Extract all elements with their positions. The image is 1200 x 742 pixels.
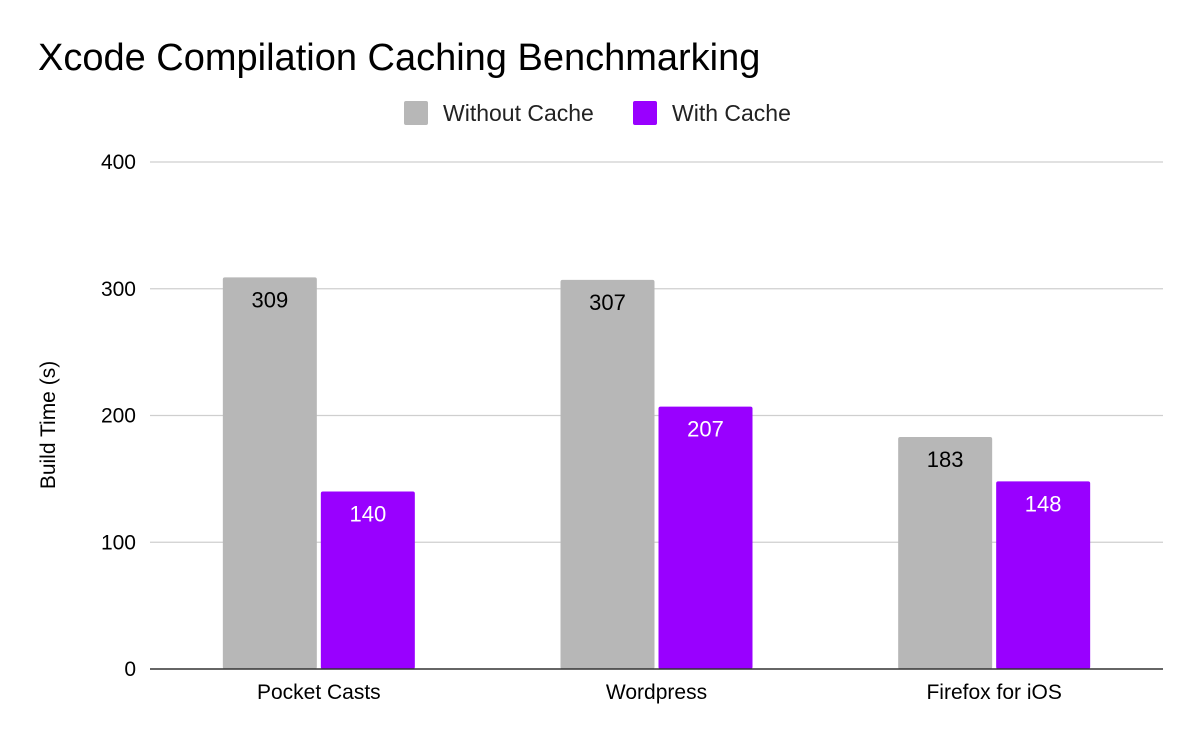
- y-tick-label: 400: [101, 151, 136, 174]
- bar-without-cache: [898, 437, 993, 669]
- bar-without-cache: [222, 277, 317, 669]
- data-label: 307: [589, 290, 626, 315]
- bar-with-cache: [996, 481, 1091, 669]
- data-labels: 309 140 307 207 183 148: [251, 287, 1061, 526]
- legend-label-with-cache: With Cache: [672, 100, 791, 126]
- bar-with-cache: [320, 491, 415, 669]
- y-tick-label: 0: [124, 658, 136, 681]
- legend-label-without-cache: Without Cache: [443, 100, 594, 126]
- chart-title: Xcode Compilation Caching Benchmarking: [38, 37, 760, 79]
- y-tick-label: 100: [101, 531, 136, 554]
- data-label: 207: [687, 417, 724, 442]
- x-category-label: Wordpress: [606, 681, 707, 704]
- x-axis-categories: Pocket Casts Wordpress Firefox for iOS: [257, 681, 1062, 704]
- data-label: 140: [349, 502, 386, 527]
- bar-without-cache: [560, 279, 655, 669]
- legend-swatch-with-cache: [633, 101, 657, 125]
- bar-with-cache: [658, 406, 753, 669]
- legend-swatch-without-cache: [404, 101, 428, 125]
- x-category-label: Firefox for iOS: [926, 681, 1061, 704]
- y-axis-title: Build Time (s): [37, 361, 60, 489]
- y-axis-ticks: 0 100 200 300 400: [101, 151, 136, 681]
- data-label: 183: [927, 447, 964, 472]
- data-label: 148: [1025, 491, 1062, 516]
- data-label: 309: [251, 287, 288, 312]
- legend: Without Cache With Cache: [404, 100, 791, 126]
- x-category-label: Pocket Casts: [257, 681, 381, 704]
- y-tick-label: 300: [101, 278, 136, 301]
- bars: [222, 277, 1091, 669]
- gridlines: [150, 161, 1163, 543]
- y-tick-label: 200: [101, 405, 136, 428]
